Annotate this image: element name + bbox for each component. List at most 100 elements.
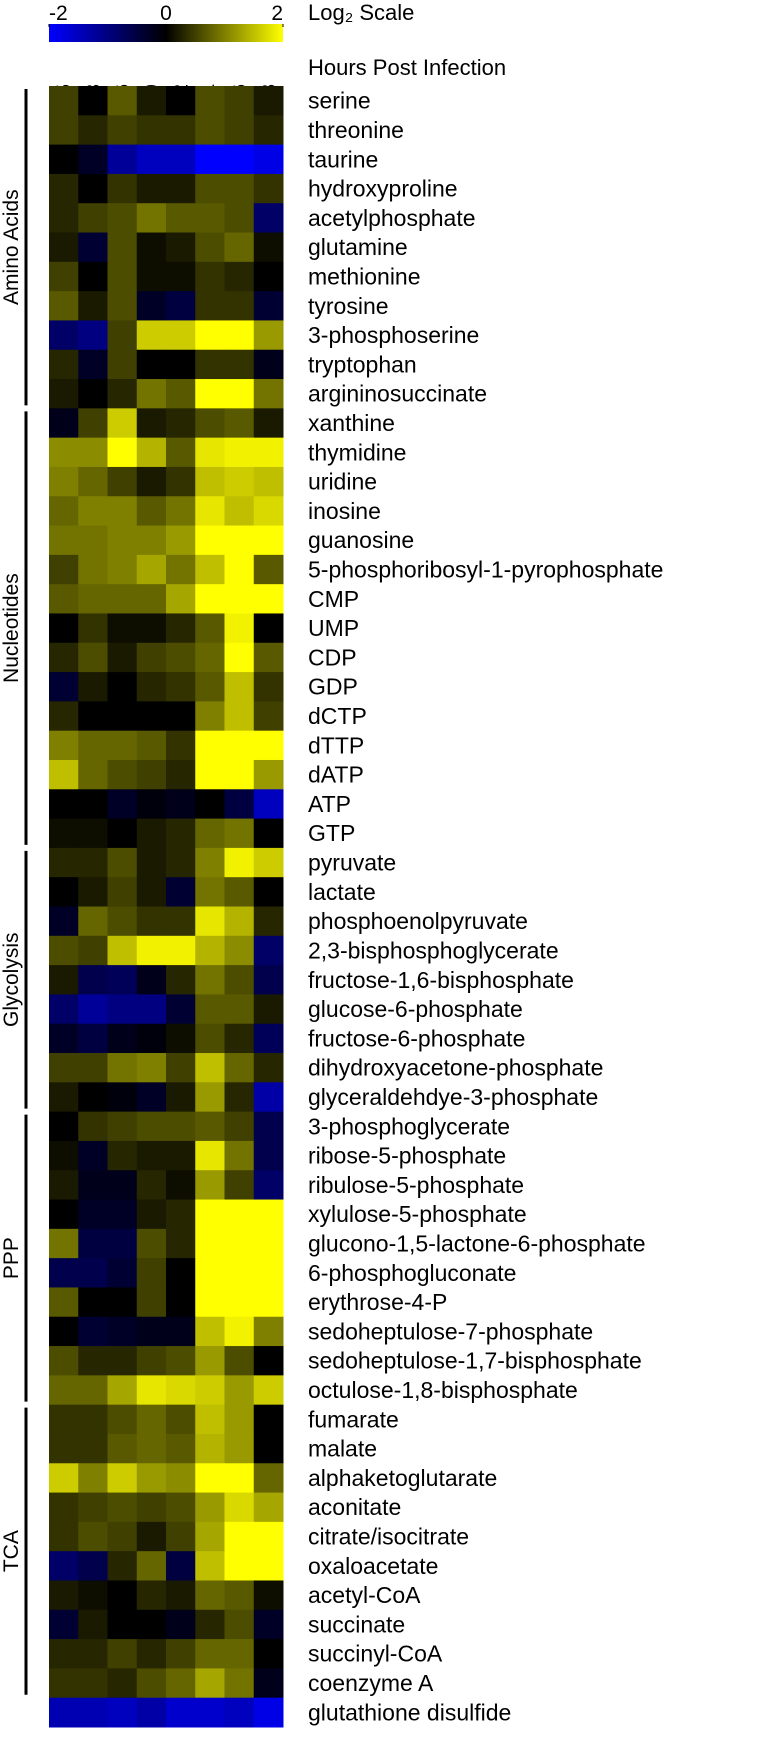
heatmap-cell [253,1580,284,1611]
heatmap-cell [224,144,255,175]
heatmap-cell [49,232,79,263]
heatmap-cell [107,789,138,820]
heatmap-cell [166,1668,196,1699]
group-label: Glycolysis [0,933,23,1028]
heatmap-cell [49,1609,79,1640]
heatmap-cell [224,466,255,497]
heatmap-cell [107,1287,138,1318]
row-label: taurine [308,146,378,172]
heatmap-cell [253,672,284,702]
heatmap-cell [136,1580,167,1611]
heatmap-cell [136,203,167,234]
heatmap-cell [166,1287,196,1318]
heatmap-cell [107,613,138,644]
heatmap-cell [78,759,108,790]
heatmap-cell [78,1521,108,1552]
heatmap-cell [253,789,284,820]
heatmap-cell [78,1140,108,1171]
heatmap-cell [253,1053,284,1083]
heatmap-cell [224,642,255,673]
heatmap-cell [166,1404,196,1435]
heatmap-cell [107,1082,138,1113]
heatmap-cell [224,994,255,1025]
heatmap-cell [107,994,138,1025]
heatmap-cell [224,1111,255,1142]
heatmap-cell [107,1375,138,1406]
heatmap-cell [166,1521,196,1552]
heatmap-cell [49,408,79,439]
heatmap-cell [166,1346,196,1376]
heatmap-cell [49,1639,79,1669]
heatmap-cell [78,935,108,966]
heatmap-cell [49,965,79,995]
heatmap-cell [224,232,255,263]
heatmap-cell [136,935,167,966]
heatmap-cell [166,1580,196,1611]
heatmap-cell [195,496,225,527]
group-label: TCA [0,1530,23,1572]
heatmap-cell [107,1140,138,1171]
heatmap-cell [253,1023,284,1054]
heatmap-cell [49,1258,79,1288]
heatmap-cell [224,1287,255,1318]
heatmap-cell [107,525,138,556]
row-label: uridine [308,469,377,495]
heatmap-cell [195,1346,225,1376]
heatmap-cell [224,1609,255,1640]
heatmap-cell [224,1580,255,1611]
heatmap-cell [78,291,108,321]
heatmap-cell [78,1668,108,1699]
heatmap-cell [78,320,108,351]
heatmap-cell [253,1316,284,1347]
heatmap-cell [166,1023,196,1054]
heatmap-cell [166,1697,196,1728]
heatmap-cell [195,965,225,995]
heatmap-cell [195,1375,225,1406]
heatmap-cell [195,1551,225,1581]
heatmap-cell [107,1463,138,1494]
heatmap-cell [253,847,284,878]
heatmap-cell [166,584,196,614]
heatmap-cell [224,1492,255,1523]
heatmap-cell [136,320,167,351]
heatmap-cell [107,1609,138,1640]
heatmap-cell [253,1346,284,1376]
heatmap-cell [253,115,284,146]
heatmap-cell [195,349,225,380]
heatmap-cell [166,1492,196,1523]
row-label: acetylphosphate [308,205,476,231]
heatmap-cell [195,232,225,263]
heatmap-cell [107,554,138,585]
heatmap-cell [253,232,284,263]
heatmap-cell [166,642,196,673]
heatmap-cell [78,613,108,644]
row-label: hydroxyproline [308,176,458,202]
heatmap-cell [195,320,225,351]
heatmap-cell [166,1551,196,1581]
heatmap-cell [195,525,225,556]
heatmap-cell [166,1375,196,1406]
heatmap-cell [49,847,79,878]
row-label: 6-phosphogluconate [308,1260,516,1286]
heatmap-cell [224,818,255,849]
heatmap-cell [224,877,255,907]
heatmap-cell [253,1668,284,1699]
heatmap-cell [107,906,138,937]
heatmap-cell [136,496,167,527]
heatmap-cell [107,1228,138,1259]
heatmap-cell [253,1258,284,1288]
heatmap-cell [49,613,79,644]
heatmap-cell [224,349,255,380]
heatmap-cell [78,1463,108,1494]
heatmap-cell [107,642,138,673]
heatmap-cell [253,1140,284,1171]
colorbar-tick-label: 0 [160,2,172,25]
heatmap-cell [49,86,79,116]
heatmap-cell [224,291,255,321]
heatmap-cell [49,1228,79,1259]
heatmap-cell [49,1463,79,1494]
heatmap-cell [224,173,255,204]
heatmap-cell [107,466,138,497]
heatmap-cell [195,554,225,585]
